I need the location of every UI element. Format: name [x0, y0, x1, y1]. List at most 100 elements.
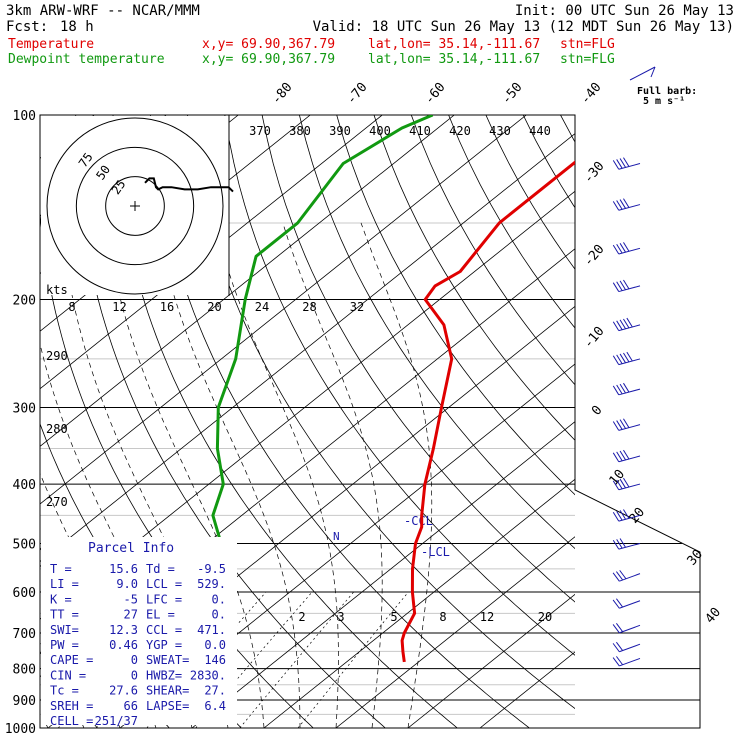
- barb-flag: [615, 641, 624, 651]
- theta-label: 430: [489, 124, 511, 138]
- barb-flag: [619, 450, 626, 461]
- barb-flag: [623, 382, 630, 393]
- barb-flag: [615, 656, 624, 666]
- parcel-cell: SWI=: [50, 623, 79, 637]
- barb-shaft: [618, 388, 641, 396]
- dry-adiabat: [485, 115, 575, 270]
- barb-flag: [616, 200, 623, 210]
- isotherm: [407, 593, 575, 728]
- isotherm: [40, 115, 527, 505]
- barb-flag: [612, 599, 620, 609]
- pressure-tick-label: 500: [13, 537, 36, 552]
- dry-adiabat: [187, 115, 575, 710]
- barb-flag: [612, 657, 620, 667]
- model-label: 3km ARW-WRF -- NCAR/MMM: [6, 3, 200, 19]
- barb-flag: [612, 540, 620, 550]
- parcel-cell: 15.6: [109, 562, 138, 576]
- barb-flag: [612, 421, 620, 431]
- hodograph-trace: [144, 177, 234, 193]
- mixing-ratio-label: 3: [337, 610, 344, 624]
- parcel-cell: 0.: [212, 608, 226, 622]
- pressure-tick-label: 200: [13, 294, 36, 309]
- barb-flag: [626, 317, 633, 328]
- wind-barb: [612, 622, 641, 634]
- dry-adiabat: [261, 115, 575, 603]
- legend-latlon: lat,lon= 35.14,-111.67: [368, 37, 540, 52]
- parcel-cell: LAPSE=: [146, 699, 189, 713]
- legend-stn: stn=FLG: [560, 52, 615, 67]
- isotherm-label: -40: [578, 80, 605, 108]
- barb-flag: [612, 572, 620, 582]
- moist-adiabat: [155, 222, 301, 728]
- hodo-speed-label: 28: [302, 300, 316, 314]
- barb-flag: [623, 157, 630, 167]
- hodo-speed-label: 8: [68, 300, 75, 314]
- mixing-ratio-label: 20: [538, 610, 552, 624]
- isotherm: [191, 421, 575, 728]
- barb-flag: [619, 570, 627, 580]
- barb-flag: [623, 418, 630, 428]
- hodograph-units: kts: [46, 283, 68, 297]
- theta-left-label: 270: [46, 495, 68, 509]
- profile-temperature: [400, 160, 575, 663]
- barb-shaft: [618, 542, 641, 550]
- barb-flag: [616, 320, 623, 330]
- barb-flag: [612, 643, 620, 653]
- hodograph-ring: [75, 146, 195, 266]
- ccl-label: -CCL: [404, 514, 433, 528]
- parcel-cell: 251/37: [95, 714, 138, 728]
- isotherm-label: 40: [703, 605, 725, 627]
- barb-flag: [616, 354, 623, 364]
- hodo-speed-label: 12: [112, 300, 126, 314]
- moist-adiabat: [105, 222, 265, 728]
- barb-flag: [623, 242, 630, 252]
- wind-barb: [612, 570, 641, 582]
- parcel-cell: -5: [124, 592, 138, 606]
- barb-flag: [612, 321, 620, 331]
- barb-flag: [612, 355, 620, 365]
- moist-adiabat: [40, 342, 193, 728]
- barb-shaft: [619, 573, 641, 582]
- barb-flag: [619, 319, 626, 330]
- parcel-cell: 0: [131, 653, 138, 667]
- dry-adiabat: [112, 115, 458, 728]
- barb-shaft: [618, 204, 641, 211]
- dry-adiabat: [598, 115, 740, 728]
- legend-xy: x,y= 69.90,367.79: [202, 52, 335, 67]
- valid-label: Valid: 18 UTC Sun 26 May 13 (12 MDT Sun …: [313, 19, 734, 35]
- parcel-cell: 146: [204, 653, 226, 667]
- dry-adiabat: [224, 115, 575, 656]
- barb-flag: [623, 279, 630, 290]
- barb-flag: [612, 480, 620, 491]
- isotherm-label: -60: [422, 80, 449, 108]
- dry-adiabat: [336, 115, 575, 496]
- barb-flag: [619, 538, 626, 548]
- wind-barb: [612, 157, 641, 170]
- init-label: Init: 00 UTC Sun 26 May 13: [515, 3, 734, 19]
- hodograph-ring: [105, 176, 165, 236]
- isotherm: [40, 133, 575, 563]
- barb-shaft: [618, 358, 641, 366]
- wind-barb: [612, 449, 641, 463]
- parcel-cell: 27: [124, 608, 138, 622]
- parcel-title: Parcel Info: [88, 541, 174, 556]
- parcel-cell: SHEAR=: [146, 684, 189, 698]
- barb-flag: [616, 479, 623, 490]
- isotherm: [40, 115, 383, 390]
- parcel-cell: K =: [50, 592, 72, 606]
- dry-adiabat: [560, 115, 575, 143]
- parcel-cell: 12.3: [109, 623, 138, 637]
- header: 3km ARW-WRF -- NCAR/MMM Init: 00 UTC Sun…: [6, 3, 734, 35]
- parcel-cell: YGP =: [146, 638, 182, 652]
- barb-legend-title: Full barb:: [637, 86, 697, 97]
- moist-adiabat: [0, 223, 12, 728]
- barb-flag: [616, 420, 623, 430]
- dry-adiabat: [149, 115, 530, 728]
- wind-barb: [612, 279, 641, 293]
- parcel-cell: CELL =: [50, 714, 93, 728]
- dry-adiabat: [299, 115, 575, 550]
- parcel-cell: Td =: [146, 562, 175, 576]
- wind-barb: [612, 656, 641, 667]
- parcel-cell: LFC =: [146, 592, 182, 606]
- barb-flag: [616, 384, 623, 395]
